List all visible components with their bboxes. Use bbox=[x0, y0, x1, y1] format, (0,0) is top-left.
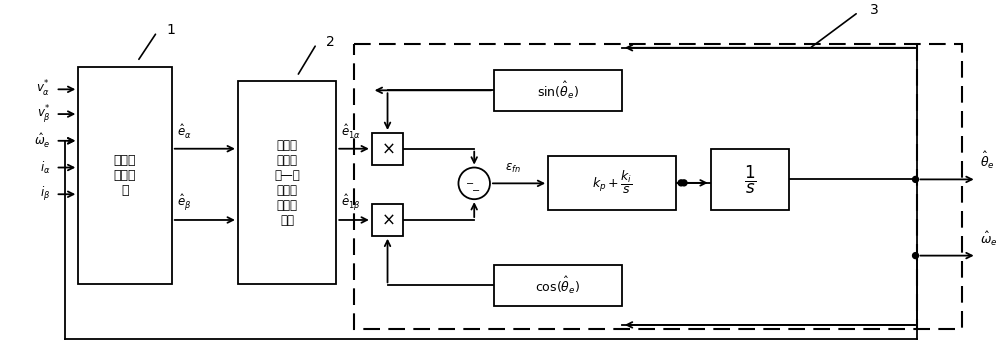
Text: $v_{\alpha}^{*}$: $v_{\alpha}^{*}$ bbox=[36, 79, 51, 99]
Bar bbox=[78, 67, 172, 284]
Text: $\sin(\hat{\theta}_{e})$: $\sin(\hat{\theta}_{e})$ bbox=[537, 80, 579, 101]
Text: $\cos(\hat{\theta}_{e})$: $\cos(\hat{\theta}_{e})$ bbox=[535, 275, 581, 296]
Text: 反电动
势估测
器: 反电动 势估测 器 bbox=[114, 154, 136, 197]
Text: $\hat{e}_{1\alpha}$: $\hat{e}_{1\alpha}$ bbox=[341, 123, 361, 141]
Bar bbox=[372, 204, 403, 236]
Bar bbox=[494, 264, 622, 306]
Text: $-$: $-$ bbox=[471, 184, 480, 194]
Text: 1: 1 bbox=[167, 23, 176, 37]
Bar bbox=[354, 44, 962, 329]
Text: $\hat{e}_{\beta}$: $\hat{e}_{\beta}$ bbox=[177, 192, 191, 212]
Text: $k_{p}+\dfrac{k_{i}}{s}$: $k_{p}+\dfrac{k_{i}}{s}$ bbox=[592, 169, 632, 196]
Text: $i_{\alpha}$: $i_{\alpha}$ bbox=[40, 159, 51, 176]
Bar bbox=[494, 69, 622, 111]
Bar bbox=[238, 81, 336, 284]
Text: $\varepsilon_{fn}$: $\varepsilon_{fn}$ bbox=[505, 162, 521, 176]
Text: $\times$: $\times$ bbox=[381, 140, 394, 158]
Bar bbox=[372, 133, 403, 165]
Text: 二阶广
义积分
器—多
指定谐
波消除
装置: 二阶广 义积分 器—多 指定谐 波消除 装置 bbox=[274, 139, 300, 227]
Circle shape bbox=[678, 180, 684, 186]
Circle shape bbox=[681, 180, 687, 186]
Text: 2: 2 bbox=[326, 35, 335, 49]
Text: $\hat{e}_{\alpha}$: $\hat{e}_{\alpha}$ bbox=[177, 123, 191, 141]
Text: $-$: $-$ bbox=[465, 177, 474, 187]
Text: $\hat{e}_{1\beta}$: $\hat{e}_{1\beta}$ bbox=[341, 192, 361, 212]
Text: $v_{\beta}^{*}$: $v_{\beta}^{*}$ bbox=[37, 103, 51, 125]
Text: $\hat{\theta}_{e}$: $\hat{\theta}_{e}$ bbox=[980, 150, 994, 171]
Text: $\times$: $\times$ bbox=[381, 211, 394, 229]
Circle shape bbox=[913, 253, 918, 258]
Text: 3: 3 bbox=[870, 3, 879, 17]
Bar bbox=[548, 156, 676, 210]
Text: $\hat{\omega}_{e}$: $\hat{\omega}_{e}$ bbox=[980, 229, 997, 248]
Text: $\hat{\omega}_{e}$: $\hat{\omega}_{e}$ bbox=[34, 132, 51, 150]
Bar bbox=[711, 149, 789, 210]
Text: $i_{\beta}$: $i_{\beta}$ bbox=[40, 185, 51, 203]
Circle shape bbox=[913, 176, 918, 182]
Text: $\dfrac{1}{s}$: $\dfrac{1}{s}$ bbox=[744, 163, 756, 195]
